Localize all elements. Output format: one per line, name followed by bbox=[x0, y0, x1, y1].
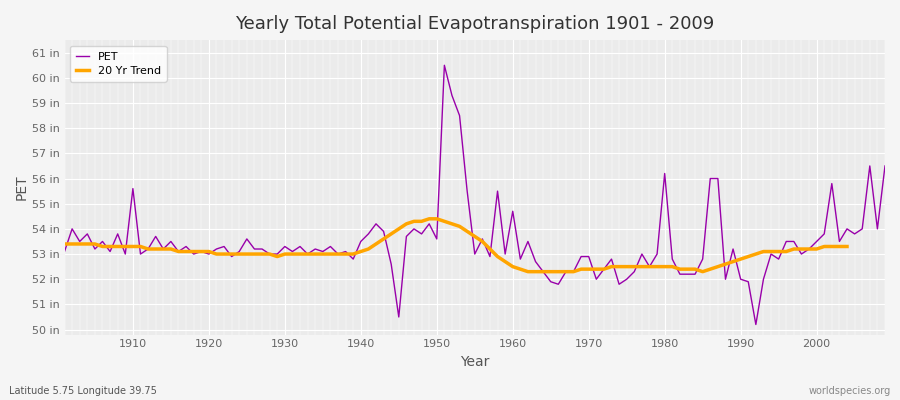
PET bbox=[751, 322, 761, 327]
Title: Yearly Total Potential Evapotranspiration 1901 - 2009: Yearly Total Potential Evapotranspiratio… bbox=[235, 15, 715, 33]
Line: 20 Yr Trend: 20 Yr Trend bbox=[65, 219, 847, 272]
Text: worldspecies.org: worldspecies.org bbox=[809, 386, 891, 396]
20 Yr Trend bbox=[424, 216, 435, 221]
PET bbox=[439, 63, 450, 68]
20 Yr Trend bbox=[523, 269, 534, 274]
PET bbox=[508, 209, 518, 214]
PET bbox=[606, 257, 616, 262]
Text: Latitude 5.75 Longitude 39.75: Latitude 5.75 Longitude 39.75 bbox=[9, 386, 157, 396]
Y-axis label: PET: PET bbox=[15, 174, 29, 200]
Legend: PET, 20 Yr Trend: PET, 20 Yr Trend bbox=[70, 46, 166, 82]
20 Yr Trend bbox=[788, 247, 799, 252]
20 Yr Trend bbox=[256, 252, 267, 256]
20 Yr Trend bbox=[59, 242, 70, 246]
20 Yr Trend bbox=[82, 242, 93, 246]
20 Yr Trend bbox=[842, 244, 852, 249]
20 Yr Trend bbox=[454, 224, 465, 229]
20 Yr Trend bbox=[826, 244, 837, 249]
PET bbox=[59, 249, 70, 254]
X-axis label: Year: Year bbox=[460, 355, 490, 369]
Line: PET: PET bbox=[65, 65, 885, 324]
PET bbox=[120, 252, 130, 256]
PET bbox=[515, 257, 526, 262]
PET bbox=[287, 249, 298, 254]
PET bbox=[333, 252, 344, 256]
20 Yr Trend bbox=[287, 252, 298, 256]
PET bbox=[879, 164, 890, 168]
